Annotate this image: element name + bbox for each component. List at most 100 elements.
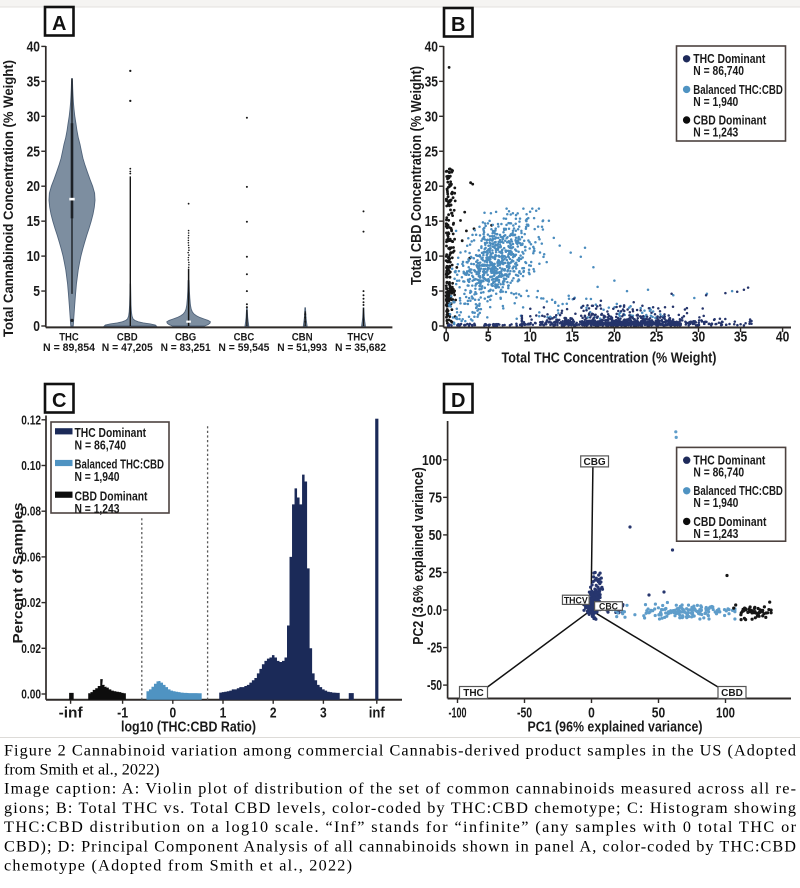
svg-text:0: 0 — [443, 330, 450, 346]
svg-text:N = 1,940: N = 1,940 — [693, 94, 738, 109]
svg-text:B: B — [451, 14, 465, 36]
svg-text:CBG: CBG — [583, 457, 605, 468]
svg-text:0.08: 0.08 — [21, 504, 41, 519]
svg-text:N = 86,740: N = 86,740 — [693, 465, 744, 480]
svg-text:0.0: 0.0 — [427, 603, 442, 619]
svg-text:20: 20 — [608, 330, 621, 346]
svg-text:15: 15 — [425, 214, 438, 230]
svg-text:30: 30 — [425, 109, 438, 125]
svg-text:30: 30 — [692, 330, 705, 346]
svg-text:PC1 (96% explained variance): PC1 (96% explained variance) — [528, 720, 703, 736]
svg-text:0.06: 0.06 — [21, 549, 41, 564]
svg-text:N = 51,993: N = 51,993 — [277, 342, 327, 354]
svg-text:0.10: 0.10 — [21, 458, 41, 473]
svg-text:0: 0 — [431, 319, 438, 335]
svg-text:0.02: 0.02 — [21, 641, 41, 656]
svg-text:chemotype (Adopted from Smith: chemotype (Adopted from Smith et al., 20… — [4, 857, 352, 875]
svg-text:0.02: 0.02 — [21, 595, 41, 610]
svg-text:0.00: 0.00 — [21, 687, 41, 702]
svg-text:15: 15 — [566, 330, 579, 346]
svg-text:N = 1,243: N = 1,243 — [75, 501, 120, 516]
svg-text:THCV: THCV — [347, 332, 374, 344]
svg-text:log10 (THC:CBD Ratio): log10 (THC:CBD Ratio) — [121, 720, 256, 736]
svg-text:0: 0 — [33, 319, 40, 335]
svg-text:THC: THC — [59, 332, 79, 344]
svg-text:Total Cannabinoid Concentratio: Total Cannabinoid Concentration (% Weigh… — [0, 60, 16, 337]
svg-text:20: 20 — [425, 179, 438, 195]
svg-text:N = 1,940: N = 1,940 — [75, 469, 120, 484]
svg-text:CBG: CBG — [175, 332, 196, 344]
svg-text:40: 40 — [27, 39, 40, 55]
svg-text:THC Dominant: THC Dominant — [693, 51, 765, 66]
svg-text:-50: -50 — [427, 678, 442, 694]
svg-text:PC2 (3.6% explained variance): PC2 (3.6% explained variance) — [411, 467, 427, 645]
svg-text:20: 20 — [27, 179, 40, 195]
svg-text:25: 25 — [425, 144, 438, 160]
svg-text:-25: -25 — [427, 641, 442, 657]
svg-text:CBD Dominant: CBD Dominant — [693, 514, 766, 529]
svg-text:N = 1,243: N = 1,243 — [693, 124, 738, 139]
svg-text:inf: inf — [369, 706, 385, 722]
svg-text:Image caption: A: Violin plot: Image caption: A: Violin plot of distrib… — [4, 780, 796, 798]
svg-text:25: 25 — [650, 330, 663, 346]
svg-text:THC:CBD distribution on a log1: THC:CBD distribution on a log10 scale. “… — [4, 818, 797, 836]
svg-text:10: 10 — [27, 249, 40, 265]
svg-text:N = 59,545: N = 59,545 — [218, 342, 269, 354]
svg-text:Percent of Samples: Percent of Samples — [10, 502, 26, 643]
svg-text:0.12: 0.12 — [21, 412, 41, 427]
svg-text:THC Dominant: THC Dominant — [693, 453, 765, 468]
svg-text:25: 25 — [429, 565, 442, 581]
svg-text:35: 35 — [734, 330, 747, 346]
svg-text:40: 40 — [776, 330, 789, 346]
svg-text:C: C — [52, 390, 66, 412]
svg-text:CBC: CBC — [599, 602, 619, 612]
svg-text:1: 1 — [220, 706, 227, 722]
svg-text:N = 1,940: N = 1,940 — [693, 495, 738, 510]
svg-text:Balanced THC:CBD: Balanced THC:CBD — [693, 483, 783, 498]
svg-text:-1: -1 — [117, 706, 128, 722]
svg-text:3: 3 — [320, 706, 327, 722]
svg-text:Figure 2 Cannabinoid variation: Figure 2 Cannabinoid variation among com… — [4, 741, 796, 759]
svg-text:CBD: CBD — [117, 332, 138, 344]
svg-text:15: 15 — [27, 214, 40, 230]
svg-text:2: 2 — [270, 706, 277, 722]
svg-text:-50: -50 — [517, 706, 532, 722]
svg-text:-100: -100 — [449, 706, 467, 722]
svg-text:gions; B: Total THC vs. Total: gions; B: Total THC vs. Total CBD levels… — [4, 799, 796, 817]
svg-text:THC Dominant: THC Dominant — [75, 425, 147, 440]
svg-text:from Smith et al., 2022): from Smith et al., 2022) — [4, 761, 160, 779]
svg-text:40: 40 — [425, 39, 438, 55]
svg-text:CBD Dominant: CBD Dominant — [693, 112, 766, 127]
svg-text:30: 30 — [27, 109, 40, 125]
svg-text:35: 35 — [27, 74, 40, 90]
svg-text:Balanced THC:CBD: Balanced THC:CBD — [75, 457, 165, 472]
svg-text:5: 5 — [485, 330, 492, 346]
svg-text:THCV: THCV — [564, 595, 588, 605]
svg-text:N = 35,682: N = 35,682 — [335, 342, 386, 354]
svg-text:CBC: CBC — [234, 332, 255, 344]
svg-text:D: D — [451, 390, 465, 412]
svg-text:Total THC Concentration (% Wei: Total THC Concentration (% Weight) — [502, 351, 717, 367]
svg-text:N = 89,854: N = 89,854 — [43, 342, 96, 354]
svg-text:-inf: -inf — [59, 706, 83, 722]
svg-text:CBD); D: Principal Component A: CBD); D: Principal Component Analysis of… — [4, 837, 796, 855]
svg-text:N = 83,251: N = 83,251 — [161, 342, 211, 354]
svg-text:N = 47,205: N = 47,205 — [102, 342, 153, 354]
svg-text:5: 5 — [33, 284, 40, 300]
svg-text:N = 1,243: N = 1,243 — [693, 526, 738, 541]
svg-text:0: 0 — [169, 706, 176, 722]
svg-text:5: 5 — [431, 284, 438, 300]
svg-text:100: 100 — [422, 453, 442, 469]
svg-text:CBD Dominant: CBD Dominant — [75, 488, 148, 503]
svg-text:N = 86,740: N = 86,740 — [75, 437, 127, 452]
svg-text:Total CBD Concentration (% Wei: Total CBD Concentration (% Weight) — [409, 66, 425, 285]
svg-text:N = 86,740: N = 86,740 — [693, 63, 744, 78]
svg-text:Balanced THC:CBD: Balanced THC:CBD — [693, 82, 783, 97]
svg-text:10: 10 — [425, 249, 438, 265]
svg-text:100: 100 — [716, 706, 735, 722]
svg-text:A: A — [52, 13, 66, 35]
svg-text:10: 10 — [524, 330, 537, 346]
svg-text:CBN: CBN — [292, 332, 313, 344]
svg-text:50: 50 — [652, 706, 665, 722]
svg-text:25: 25 — [27, 144, 40, 160]
